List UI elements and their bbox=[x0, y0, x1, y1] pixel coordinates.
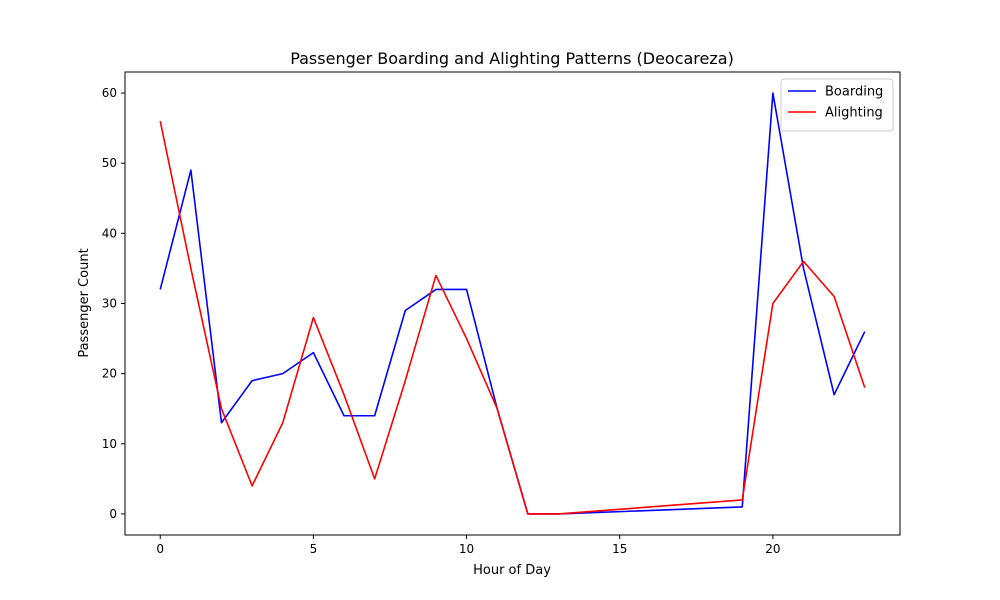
x-tick-label: 20 bbox=[765, 542, 780, 556]
y-tick-label: 50 bbox=[102, 156, 117, 170]
ticks-layer: 0 5 10 15 20 0 10 20 30 40 50 60 bbox=[102, 86, 781, 556]
legend-label: Boarding bbox=[825, 85, 883, 100]
y-tick-label: 0 bbox=[109, 507, 117, 521]
x-tick-label: 0 bbox=[156, 542, 164, 556]
y-tick-label: 20 bbox=[102, 367, 117, 381]
series-layer bbox=[159, 92, 866, 515]
y-tick-label: 30 bbox=[102, 297, 117, 311]
x-tick-label: 5 bbox=[310, 542, 318, 556]
x-tick-label: 10 bbox=[459, 542, 474, 556]
x-axis-label: Hour of Day bbox=[473, 563, 551, 578]
y-tick-label: 10 bbox=[102, 437, 117, 451]
y-axis-label: Passenger Count bbox=[77, 248, 92, 357]
legend-box bbox=[780, 78, 894, 132]
plot-frame bbox=[124, 71, 901, 536]
legend: Boarding Alighting bbox=[780, 78, 894, 132]
y-tick-label: 40 bbox=[102, 226, 117, 240]
series-line-alighting bbox=[159, 120, 866, 515]
plot-area bbox=[124, 71, 901, 536]
legend-label: Alighting bbox=[825, 106, 883, 121]
x-tick-label: 15 bbox=[612, 542, 627, 556]
chart-title: Passenger Boarding and Alighting Pattern… bbox=[290, 49, 734, 68]
series-line-boarding bbox=[159, 92, 866, 515]
y-tick-label: 60 bbox=[102, 86, 117, 100]
